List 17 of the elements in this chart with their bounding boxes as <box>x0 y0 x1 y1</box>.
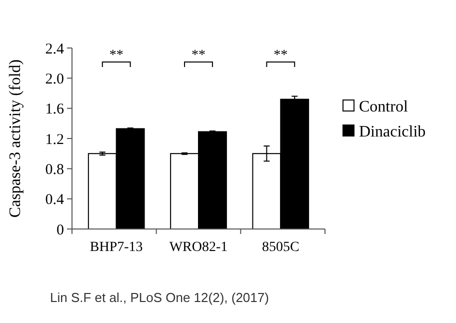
x-tick-label: 8505C <box>262 240 300 255</box>
y-tick-label: 0.4 <box>45 192 64 208</box>
y-tick-label: 2.4 <box>45 41 64 58</box>
legend-label: Control <box>359 98 408 116</box>
annotation: ** <box>109 48 124 63</box>
y-tick-label: 0 <box>56 222 64 238</box>
x-tick-label: WRO82-1 <box>169 240 228 255</box>
x-tick-label: BHP7-13 <box>90 240 143 255</box>
y-tick-label: 0.8 <box>45 162 64 178</box>
annotation: ** <box>192 48 206 63</box>
legend-label: Dinaciclib <box>359 124 426 141</box>
y-axis-title: Caspase-3 activity (fold) <box>7 59 24 218</box>
annotation: ** <box>274 48 288 63</box>
text: Lin S.F et al., PLoS One 12(2), (2017) <box>50 290 269 305</box>
y-tick-label: 1.2 <box>45 132 64 148</box>
y-tick-label: 2.0 <box>45 71 64 88</box>
y-tick-label: 1.6 <box>45 102 64 118</box>
